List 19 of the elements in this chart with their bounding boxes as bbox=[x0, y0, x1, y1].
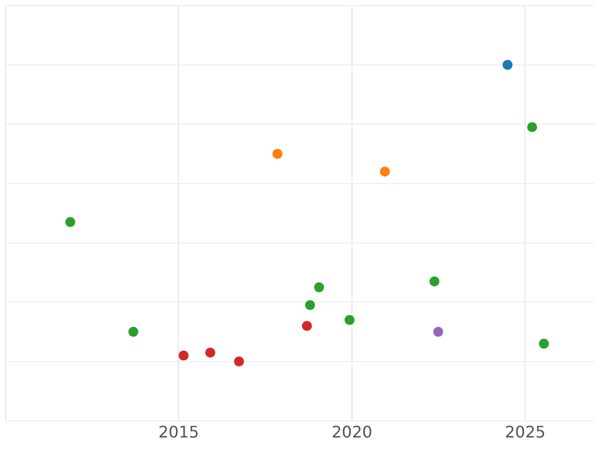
x-tick-label: 2015 bbox=[158, 422, 200, 442]
point bbox=[272, 148, 282, 159]
point bbox=[302, 320, 312, 331]
point bbox=[433, 326, 444, 337]
point bbox=[502, 60, 513, 70]
x-tick-label: 2020 bbox=[332, 422, 372, 442]
point bbox=[527, 122, 538, 132]
point bbox=[344, 314, 355, 325]
point bbox=[65, 217, 76, 228]
point bbox=[234, 356, 244, 366]
point bbox=[380, 166, 390, 177]
point bbox=[305, 300, 316, 310]
point bbox=[429, 276, 440, 286]
point bbox=[205, 348, 216, 358]
point bbox=[178, 350, 189, 361]
x-tick-label: 2025 bbox=[504, 422, 546, 442]
point bbox=[314, 282, 324, 292]
point bbox=[538, 338, 549, 349]
point bbox=[128, 326, 138, 337]
